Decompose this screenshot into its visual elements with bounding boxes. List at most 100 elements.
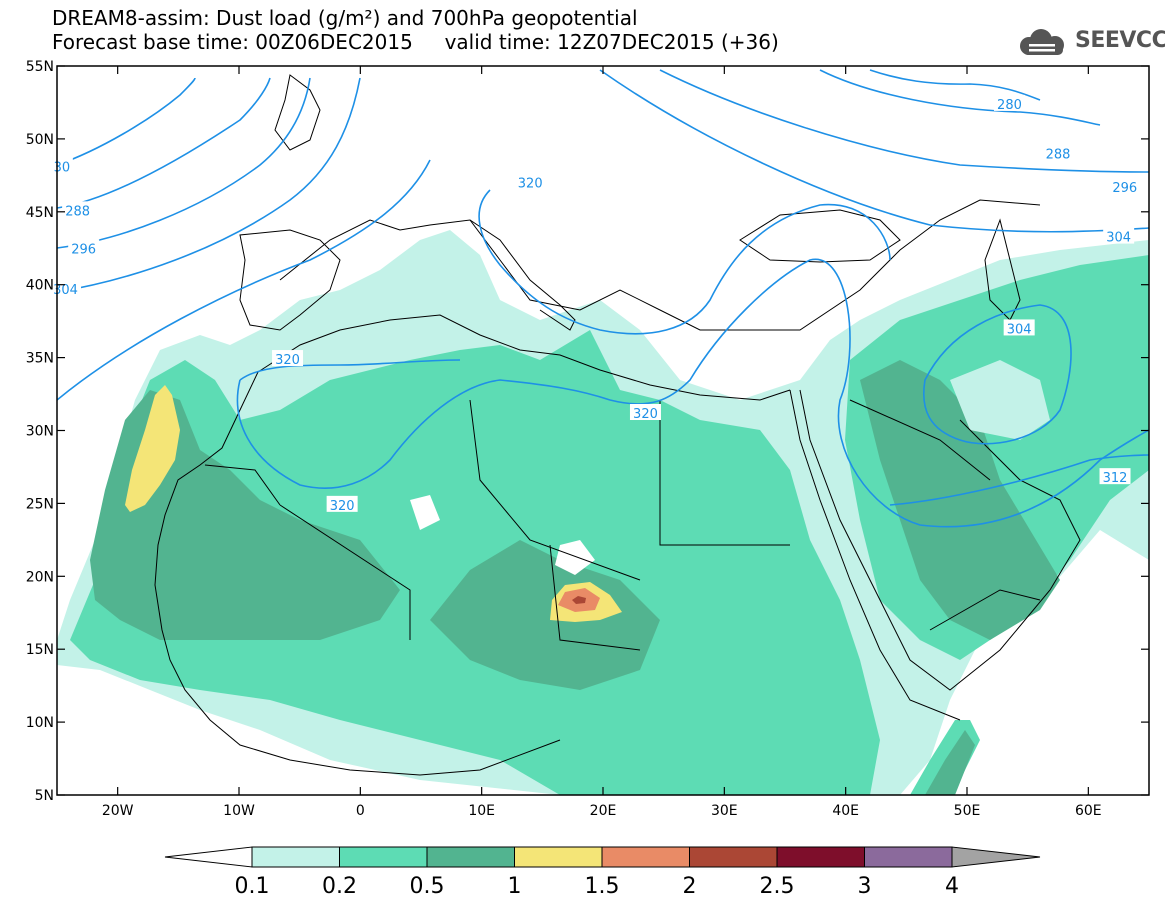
colorbar-label: 3 bbox=[858, 874, 872, 899]
contour-nw-e bbox=[57, 159, 431, 401]
contour-label-bg bbox=[68, 239, 100, 256]
lon-tick-label: 60E bbox=[1075, 803, 1102, 819]
contour-label: 296 bbox=[1112, 181, 1137, 196]
coast-italy bbox=[469, 219, 576, 331]
contour-label: 288 bbox=[1046, 147, 1071, 162]
contour-288-ne bbox=[819, 69, 1101, 126]
colorbar-swatch bbox=[776, 846, 865, 868]
latitude-axis: 55N 50N 45N 40N 35N 30N 25N 20N 15N 10N 5N bbox=[26, 59, 1149, 804]
contour-label: 320 bbox=[330, 499, 355, 514]
colorbar-label: 1 bbox=[508, 874, 522, 899]
coast-west-africa bbox=[154, 371, 561, 776]
contour-labels: 280 288 296 304 304 312 320 320 320 320 30 288 296 30… bbox=[49, 94, 1141, 514]
lon-tick-label: 20W bbox=[102, 803, 134, 819]
contour-label-bg bbox=[326, 495, 358, 512]
contour-280-ne bbox=[869, 69, 1041, 101]
lat-tick-label: 25N bbox=[26, 496, 54, 512]
coast-iberia bbox=[239, 229, 341, 331]
border-west bbox=[204, 464, 281, 506]
clear-air-hole-2 bbox=[410, 495, 440, 530]
colorbar-label: 2.5 bbox=[760, 874, 795, 899]
lon-tick-label: 30E bbox=[711, 803, 738, 819]
lat-tick-label: 15N bbox=[26, 642, 54, 658]
contour-label-bg bbox=[514, 173, 546, 190]
clear-air-hole-3 bbox=[950, 360, 1050, 440]
contour-label: 296 bbox=[71, 242, 96, 257]
colorbar-under-triangle bbox=[164, 846, 253, 868]
lat-tick-label: 40N bbox=[26, 278, 54, 294]
border-sahara-3 bbox=[659, 400, 790, 546]
contour-label: 304 bbox=[53, 283, 78, 298]
colorbar-swatch bbox=[864, 846, 953, 868]
dust-region-2-chad bbox=[572, 596, 586, 604]
contour-label-bg bbox=[272, 350, 304, 367]
dust-region-1-morocco bbox=[125, 385, 180, 512]
border-sahara-2 bbox=[469, 399, 641, 581]
contour-label-bg bbox=[62, 201, 94, 218]
contour-label: 320 bbox=[633, 407, 658, 422]
contour-label: 312 bbox=[1103, 471, 1128, 486]
contour-label: 320 bbox=[518, 177, 543, 192]
lat-tick-label: 10N bbox=[26, 715, 54, 731]
border-arabia-2 bbox=[929, 589, 1041, 631]
dust-region-0p5-horn bbox=[925, 730, 975, 795]
lat-tick-label: 30N bbox=[26, 424, 54, 440]
colorbar-swatch bbox=[251, 846, 340, 868]
border-sahara-1 bbox=[279, 504, 411, 640]
dust-region-0p2-west bbox=[70, 330, 880, 795]
contour-label-bg bbox=[1103, 227, 1135, 244]
colorbar-label: 0.5 bbox=[410, 874, 445, 899]
coast-black-sea bbox=[739, 209, 901, 263]
coast-europe bbox=[279, 199, 1041, 331]
contour-nw-d bbox=[57, 77, 361, 293]
contour-304-east bbox=[923, 304, 1072, 445]
contour-label: 320 bbox=[275, 353, 300, 368]
border-arabia-1 bbox=[849, 399, 991, 481]
lon-tick-label: 0 bbox=[356, 803, 365, 819]
contour-label-bg bbox=[1042, 144, 1074, 161]
lon-tick-label: 10E bbox=[468, 803, 495, 819]
contour-312-east bbox=[889, 454, 1149, 506]
dust-region-0p5-central bbox=[430, 540, 660, 690]
lat-tick-label: 20N bbox=[26, 569, 54, 585]
colorbar-label: 0.1 bbox=[235, 874, 270, 899]
contour-320-north bbox=[478, 189, 891, 335]
lon-tick-label: 50E bbox=[954, 803, 981, 819]
dust-map: 280 288 296 304 304 312 320 320 320 320 30 288 296 30… bbox=[26, 59, 1150, 819]
geopotential-contours bbox=[57, 69, 1149, 528]
lon-tick-label: 20E bbox=[590, 803, 617, 819]
contour-label: 304 bbox=[1007, 322, 1032, 337]
contour-label: 280 bbox=[997, 98, 1022, 113]
colorbar-over-triangle bbox=[951, 846, 1041, 868]
colorbar-swatch bbox=[514, 846, 603, 868]
contour-320-south bbox=[236, 258, 1149, 528]
colorbar-label: 2 bbox=[683, 874, 697, 899]
colorbar-swatch bbox=[339, 846, 428, 868]
logo-text: SEEVCCC bbox=[1075, 28, 1165, 53]
contour-nw-a bbox=[57, 77, 196, 166]
dust-fields bbox=[57, 230, 1149, 795]
contour-320-west bbox=[239, 359, 461, 381]
dust-region-0p5-east bbox=[860, 360, 1060, 640]
colorbar-swatch bbox=[601, 846, 690, 868]
lat-tick-label: 50N bbox=[26, 132, 54, 148]
border-sahara-4 bbox=[549, 544, 641, 651]
contour-nw-b bbox=[57, 77, 271, 209]
map-title: DREAM8-assim: Dust load (g/m²) and 700hP… bbox=[52, 6, 638, 30]
clear-air-hole-1 bbox=[555, 540, 595, 575]
coast-north-africa bbox=[257, 314, 791, 401]
contour-label-bg bbox=[993, 94, 1025, 111]
contour-label: 30 bbox=[54, 161, 71, 176]
contour-296-ne bbox=[659, 69, 1149, 173]
lon-tick-label: 10W bbox=[223, 803, 255, 819]
lat-tick-label: 45N bbox=[26, 205, 54, 221]
cloud-logo-icon bbox=[1020, 29, 1064, 55]
colorbar-label: 4 bbox=[945, 874, 959, 899]
colorbar-label: 1.5 bbox=[585, 874, 620, 899]
map-subtitle: Forecast base time: 00Z06DEC2015 valid t… bbox=[52, 30, 779, 54]
contour-nw-c bbox=[57, 77, 311, 249]
lat-tick-label: 35N bbox=[26, 351, 54, 367]
longitude-axis: 20W 10W 0 10E 20E 30E 40E 50E 60E bbox=[102, 66, 1102, 819]
contour-label: 304 bbox=[1106, 231, 1131, 246]
contour-label-bg bbox=[629, 404, 661, 421]
